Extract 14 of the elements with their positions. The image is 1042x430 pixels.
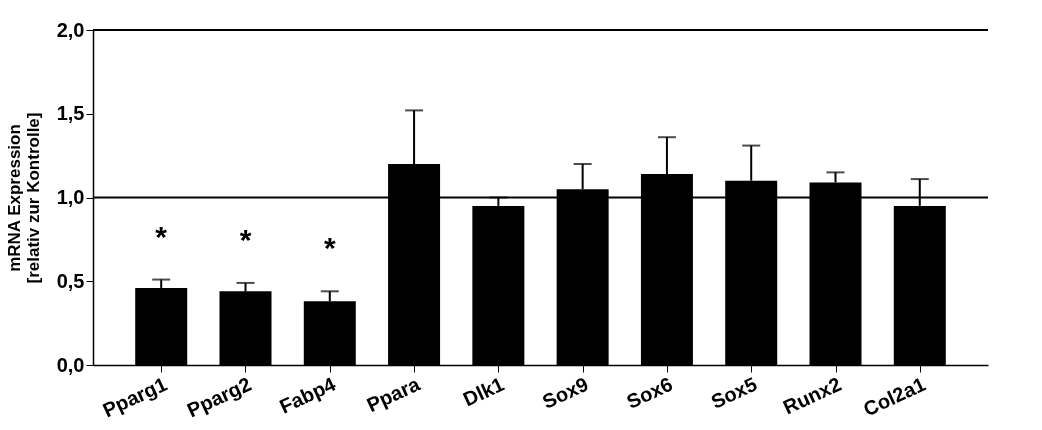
x-tick-label: Dlk1 <box>459 372 508 411</box>
annotation: * <box>155 219 168 253</box>
x-tick-label: Sox6 <box>623 372 676 413</box>
annotation: * <box>239 222 252 256</box>
annotation: * <box>323 231 336 265</box>
y-tick-label: 1,5 <box>56 102 85 125</box>
x-tick-label: Sox5 <box>707 372 761 413</box>
y-axis-title: mRNA Expression [relativ zur Kontrolle] <box>4 112 43 284</box>
x-tick-label: Sox9 <box>538 372 592 413</box>
x-tick-label: Ppara <box>363 372 424 417</box>
y-tick-label: 0,5 <box>56 269 85 292</box>
y-tick-label: 1,0 <box>56 186 85 208</box>
y-tick-label: 2,0 <box>56 18 85 41</box>
y-tick-label: 0,0 <box>56 353 85 376</box>
